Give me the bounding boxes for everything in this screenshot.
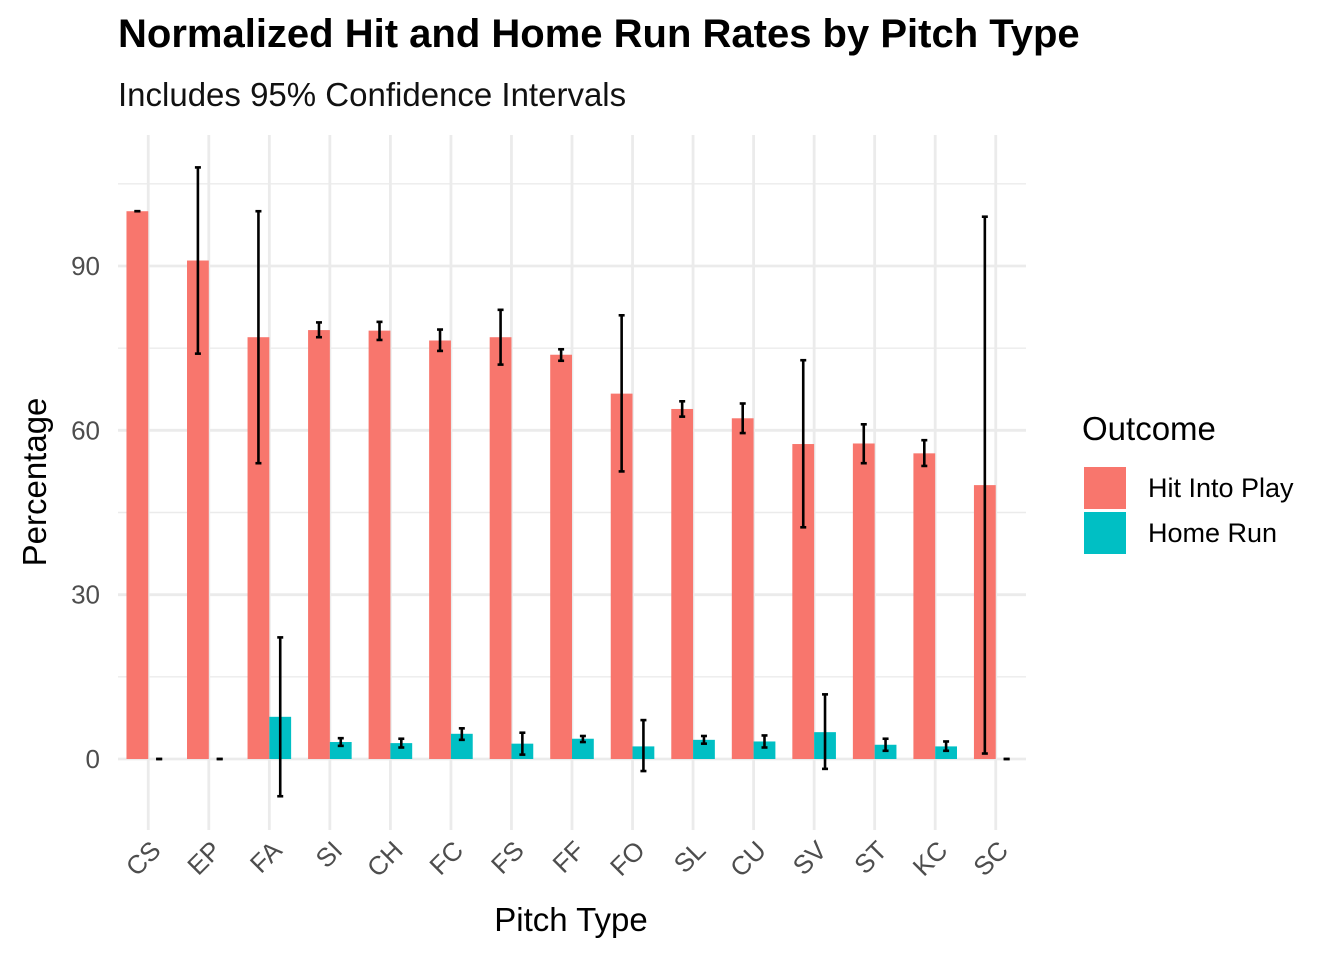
bar-hit-into-play-kc xyxy=(913,453,936,759)
x-tick-label-st: ST xyxy=(848,835,893,880)
legend-label: Home Run xyxy=(1148,518,1277,548)
bar-hit-into-play-sv xyxy=(792,444,815,759)
bar-hit-into-play-fa xyxy=(247,337,270,759)
bar-home-run-kc xyxy=(935,746,957,759)
x-axis-title: Pitch Type xyxy=(494,901,647,938)
error-bar-home-run-fo xyxy=(640,718,647,773)
bar-hit-into-play-fo xyxy=(610,393,633,759)
bar-hit-into-play-cu xyxy=(731,418,754,759)
error-bars xyxy=(134,166,1010,798)
x-tick-label-si: SI xyxy=(310,835,349,874)
chart-title: Normalized Hit and Home Run Rates by Pit… xyxy=(118,12,1080,56)
y-tick-label: 60 xyxy=(71,415,100,445)
y-axis-ticks: 0 30 60 90 xyxy=(71,251,100,774)
bar-hit-into-play-cs xyxy=(126,211,149,759)
error-bar-hit-into-play-sl xyxy=(679,400,686,418)
bars xyxy=(126,211,996,759)
x-tick-label-ch: CH xyxy=(361,835,409,883)
error-bar-home-run-ff xyxy=(579,734,586,744)
chart-subtitle: Includes 95% Confidence Intervals xyxy=(118,76,627,113)
bar-hit-into-play-fc xyxy=(429,340,451,759)
error-bar-home-run-fa xyxy=(277,636,284,798)
error-bar-hit-into-play-sv xyxy=(800,358,807,529)
error-bar-home-run-sl xyxy=(700,734,707,745)
legend-item-hit-into-play: Hit Into Play xyxy=(1084,467,1294,509)
error-bar-hit-into-play-cu xyxy=(739,402,746,435)
legend-swatch xyxy=(1084,467,1126,509)
error-bar-home-run-ch xyxy=(398,737,405,749)
error-bar-hit-into-play-kc xyxy=(921,438,928,468)
bar-home-run-si xyxy=(329,742,352,759)
error-bar-hit-into-play-si xyxy=(315,321,322,339)
y-tick-label: 90 xyxy=(71,251,100,281)
error-bar-home-run-kc xyxy=(943,740,950,753)
error-bar-hit-into-play-ff xyxy=(558,347,565,363)
bar-home-run-ch xyxy=(390,743,413,759)
y-tick-label: 0 xyxy=(86,744,100,774)
y-axis-title: Percentage xyxy=(16,398,53,567)
legend-swatch xyxy=(1084,512,1126,554)
x-tick-label-sl: SL xyxy=(668,835,712,879)
error-bar-hit-into-play-fo xyxy=(618,313,625,473)
bar-hit-into-play-st xyxy=(852,443,875,759)
x-tick-label-fa: FA xyxy=(244,835,288,879)
legend: Outcome Hit Into Play Home Run xyxy=(1082,410,1294,554)
error-bar-hit-into-play-sc xyxy=(981,215,988,755)
x-tick-label-cu: CU xyxy=(724,835,772,883)
bar-home-run-sl xyxy=(693,739,715,759)
legend-title: Outcome xyxy=(1082,410,1216,447)
legend-item-home-run: Home Run xyxy=(1084,512,1277,554)
error-bar-hit-into-play-fc xyxy=(437,328,444,353)
x-tick-label-sc: SC xyxy=(967,835,1014,882)
bar-hit-into-play-ch xyxy=(368,330,391,759)
error-bar-home-run-sv xyxy=(822,693,829,771)
error-bar-hit-into-play-st xyxy=(860,423,867,465)
bar-hit-into-play-si xyxy=(308,330,330,759)
legend-label: Hit Into Play xyxy=(1148,473,1294,503)
error-bar-hit-into-play-fa xyxy=(255,209,262,465)
error-bar-home-run-si xyxy=(337,736,344,748)
x-axis-ticks: CS EP FA SI CH FC FS FF FO SL CU SV ST KC SC xyxy=(120,835,1014,883)
y-tick-label: 30 xyxy=(71,580,100,610)
error-bar-home-run-st xyxy=(882,737,889,753)
bar-hit-into-play-ep xyxy=(187,260,209,759)
bar-hit-into-play-sl xyxy=(671,408,694,759)
x-tick-label-fc: FC xyxy=(423,835,469,881)
error-bar-home-run-cu xyxy=(761,734,768,749)
x-tick-label-fo: FO xyxy=(604,835,651,882)
error-bar-hit-into-play-fs xyxy=(497,308,504,366)
x-tick-label-cs: CS xyxy=(120,835,167,882)
bar-hit-into-play-ff xyxy=(550,354,572,759)
error-bar-hit-into-play-ep xyxy=(194,166,201,355)
x-tick-label-ff: FF xyxy=(547,835,591,879)
x-tick-label-fs: FS xyxy=(485,835,530,880)
bar-home-run-fc xyxy=(450,733,473,759)
error-bar-home-run-fc xyxy=(458,727,465,742)
bar-hit-into-play-fs xyxy=(489,337,512,759)
error-bar-home-run-fs xyxy=(519,731,526,756)
bar-home-run-cu xyxy=(753,741,776,759)
error-bar-hit-into-play-ch xyxy=(376,320,383,342)
x-tick-label-ep: EP xyxy=(181,835,227,881)
bar-home-run-ff xyxy=(572,738,594,759)
x-tick-label-kc: KC xyxy=(907,835,954,882)
x-tick-label-sv: SV xyxy=(787,835,833,881)
